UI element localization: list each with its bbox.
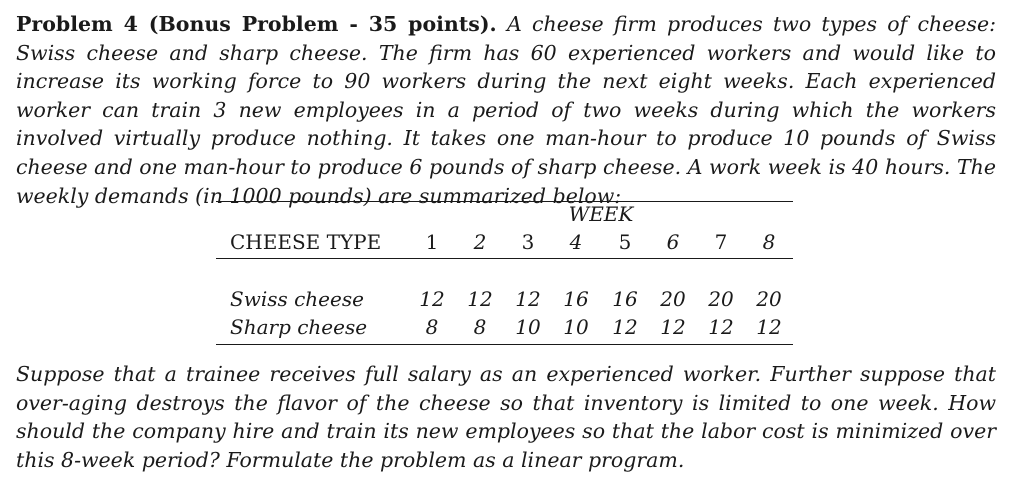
week-header-7: 7 bbox=[714, 230, 728, 254]
problem-intro: A cheese firm produces two types of chee… bbox=[16, 12, 996, 208]
table-cell: 12 bbox=[515, 287, 541, 311]
table-cell: 16 bbox=[563, 287, 589, 311]
week-header-1: 1 bbox=[425, 230, 439, 254]
table-cell: 8 bbox=[425, 315, 439, 339]
week-header-3: 3 bbox=[521, 230, 535, 254]
problem-title: Problem 4 (Bonus Problem - 35 points). bbox=[16, 12, 497, 36]
week-header-4: 4 bbox=[569, 230, 583, 254]
problem-statement: Problem 4 (Bonus Problem - 35 points). A… bbox=[16, 10, 996, 210]
table-cell: 12 bbox=[612, 315, 638, 339]
table-cell: 12 bbox=[756, 315, 782, 339]
week-header-5: 5 bbox=[618, 230, 632, 254]
table-bottom-rule bbox=[216, 344, 793, 345]
week-header-8: 8 bbox=[762, 230, 776, 254]
table-cell: 12 bbox=[419, 287, 445, 311]
row-label-1: Swiss cheese bbox=[230, 287, 364, 311]
table-cell: 20 bbox=[708, 287, 734, 311]
table-header-rule bbox=[216, 258, 793, 259]
row-label-2: Sharp cheese bbox=[230, 315, 368, 339]
table-cell: 8 bbox=[473, 315, 487, 339]
table-cell: 10 bbox=[515, 315, 541, 339]
table-top-rule bbox=[216, 201, 793, 202]
table-cell: 10 bbox=[563, 315, 589, 339]
table-cell: 16 bbox=[612, 287, 638, 311]
table-cell: 20 bbox=[660, 287, 686, 311]
week-group-header: WEEK bbox=[568, 202, 634, 226]
week-header-2: 2 bbox=[473, 230, 487, 254]
problem-closing: Suppose that a trainee receives full sal… bbox=[16, 362, 996, 472]
cheese-type-header: CHEESE TYPE bbox=[230, 230, 382, 254]
table-cell: 20 bbox=[756, 287, 782, 311]
table-cell: 12 bbox=[660, 315, 686, 339]
table-cell: 12 bbox=[708, 315, 734, 339]
week-header-6: 6 bbox=[666, 230, 680, 254]
table-cell: 12 bbox=[467, 287, 493, 311]
